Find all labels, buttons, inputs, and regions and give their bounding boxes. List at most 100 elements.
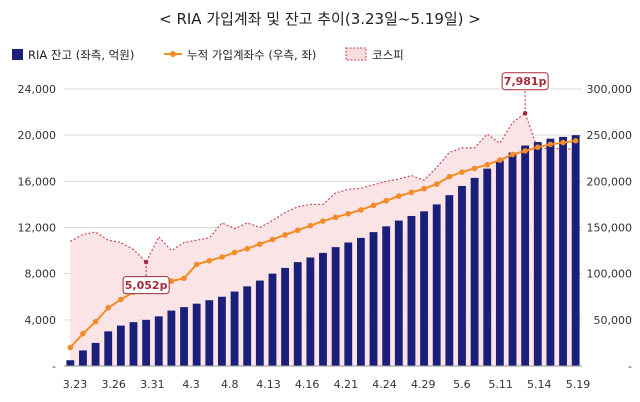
- x-tick-label: 5.14: [527, 378, 552, 391]
- annotation-box: [501, 72, 549, 91]
- balance-bar: [407, 215, 416, 366]
- accounts-point: [471, 165, 478, 172]
- accounts-point: [269, 236, 276, 243]
- x-tick-label: 3.31: [140, 378, 165, 391]
- accounts-point: [408, 189, 415, 196]
- balance-bar: [369, 232, 378, 366]
- accounts-point: [534, 144, 541, 150]
- y-left-tick-label: 8,000: [25, 268, 57, 281]
- y-left-tick-label: 4,000: [25, 314, 57, 327]
- accounts-point: [345, 210, 352, 217]
- x-tick-label: 5.11: [488, 378, 513, 391]
- accounts-point: [67, 344, 74, 351]
- accounts-point: [572, 137, 579, 144]
- axes: - - 4,000 50,000 8,000 100,000 12,000 150,000 16…: [18, 83, 633, 391]
- balance-bar: [230, 291, 239, 366]
- balance-bar: [508, 152, 517, 366]
- annotations: 5,052p 7,981p: [122, 72, 549, 295]
- y-left-tick-label: 24,000: [18, 83, 57, 96]
- accounts-point: [396, 193, 402, 199]
- accounts-point: [560, 139, 566, 146]
- balance-bar: [571, 135, 580, 366]
- balance-bar: [255, 280, 264, 366]
- accounts-point: [383, 197, 389, 204]
- accounts-point: [92, 318, 99, 325]
- accounts-point: [206, 257, 213, 264]
- x-tick-label: 4.3: [182, 378, 200, 391]
- balance-bar: [319, 252, 327, 366]
- balance-bar: [243, 286, 252, 366]
- accounts-point: [181, 275, 187, 282]
- legend-swatch-kospi: [345, 47, 367, 61]
- legend-label-kospi: 코스피: [372, 48, 404, 62]
- accounts-point: [358, 207, 364, 213]
- annotation-label: 7,981p: [504, 75, 547, 88]
- accounts-point: [168, 278, 175, 284]
- accounts-point: [332, 214, 339, 221]
- legend: RIA 잔고 (좌측, 억원) 누적 가입계좌수 (우측, 좌) 코스피: [12, 47, 404, 62]
- x-tick-label: 3.23: [63, 378, 88, 391]
- balance-bar: [192, 303, 201, 366]
- chart-title: < RIA 가입계좌 및 잔고 추이(3.23일~5.19일) >: [159, 10, 481, 28]
- x-tick-label: 4.21: [334, 378, 359, 391]
- balance-bar: [356, 237, 365, 366]
- accounts-point: [231, 249, 238, 256]
- accounts-point: [307, 222, 314, 229]
- balance-bar: [218, 296, 226, 366]
- accounts-point: [370, 202, 377, 209]
- balance-bar: [129, 322, 138, 366]
- balance-bar: [331, 247, 340, 366]
- accounts-point: [433, 181, 440, 187]
- y-right-tick-label: 200,000: [587, 175, 633, 188]
- legend-swatch-accounts-dot: [170, 51, 176, 57]
- accounts-point: [547, 141, 554, 148]
- accounts-point: [105, 305, 112, 311]
- accounts-point: [522, 148, 528, 154]
- accounts-point: [446, 173, 453, 180]
- balance-bar: [104, 331, 113, 366]
- accounts-point: [459, 169, 465, 175]
- balance-bar: [546, 138, 555, 366]
- balance-bar: [205, 300, 214, 366]
- balance-bar: [420, 211, 428, 366]
- y-left-tick-label: 20,000: [18, 129, 57, 142]
- balance-bar: [79, 350, 87, 366]
- accounts-point: [421, 185, 427, 192]
- balance-bar: [91, 342, 100, 366]
- balance-bar: [154, 316, 163, 366]
- legend-swatch-balance: [12, 49, 23, 60]
- y-right-tick-label: 100,000: [587, 268, 633, 281]
- y-right-tick-label: 250,000: [587, 129, 633, 142]
- balance-bar: [116, 325, 125, 366]
- legend-label-accounts: 누적 가입계좌수 (우측, 좌): [187, 48, 316, 62]
- balance-bar: [306, 257, 315, 366]
- y-left-tick-label: 12,000: [18, 222, 57, 235]
- x-tick-label: 5.6: [453, 378, 471, 391]
- accounts-point: [80, 330, 86, 337]
- accounts-point: [193, 261, 200, 268]
- annotation-label: 5,052p: [125, 279, 168, 292]
- x-tick-label: 4.13: [256, 378, 281, 391]
- annotation-box: [122, 276, 170, 295]
- y-left-tick-label: -: [52, 360, 56, 373]
- balance-bar: [470, 177, 479, 366]
- balance-bar: [445, 195, 454, 366]
- balance-bar: [167, 310, 176, 366]
- y-right-tick-label: -: [628, 360, 632, 373]
- x-tick-label: 4.24: [372, 378, 397, 391]
- accounts-point: [497, 157, 503, 163]
- x-tick-label: 4.29: [411, 378, 436, 391]
- x-tick-label: 3.26: [101, 378, 126, 391]
- balance-bar: [180, 307, 188, 366]
- y-right-tick-label: 300,000: [587, 83, 633, 96]
- balance-bar: [281, 267, 290, 366]
- accounts-point: [484, 161, 491, 168]
- y-left-tick-label: 16,000: [18, 175, 57, 188]
- balance-bar: [382, 226, 391, 366]
- balance-bar: [66, 360, 75, 366]
- accounts-point: [219, 254, 225, 260]
- accounts-point: [294, 227, 301, 234]
- balance-bars: [66, 135, 580, 366]
- x-tick-label: 4.8: [221, 378, 239, 391]
